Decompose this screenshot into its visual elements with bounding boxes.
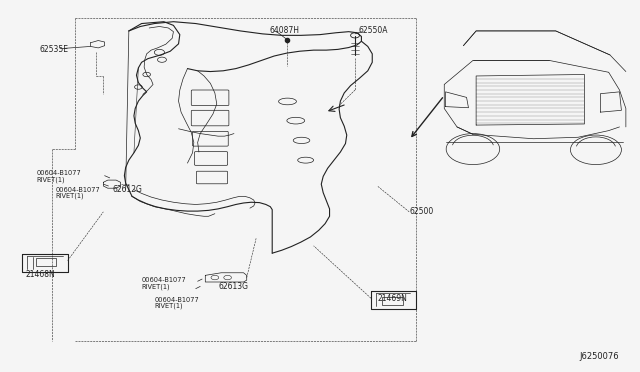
- Text: 00604-B1077: 00604-B1077: [141, 277, 186, 283]
- Text: RIVET(1): RIVET(1): [141, 283, 170, 290]
- Text: 00604-B1077: 00604-B1077: [36, 170, 81, 176]
- Text: 62535E: 62535E: [40, 45, 68, 54]
- Text: 62613G: 62613G: [218, 282, 248, 291]
- Text: 21469N: 21469N: [378, 294, 407, 303]
- Text: 00604-B1077: 00604-B1077: [56, 187, 100, 193]
- Text: 21468N: 21468N: [26, 270, 55, 279]
- Text: RIVET(1): RIVET(1): [56, 193, 84, 199]
- Text: RIVET(1): RIVET(1): [36, 176, 65, 183]
- Text: 62612G: 62612G: [113, 185, 143, 194]
- Text: RIVET(1): RIVET(1): [154, 303, 183, 309]
- Text: 64087H: 64087H: [269, 26, 299, 35]
- Text: 00604-B1077: 00604-B1077: [154, 297, 199, 303]
- Text: 62550A: 62550A: [358, 26, 388, 35]
- Text: J6250076: J6250076: [580, 352, 620, 361]
- Bar: [383, 297, 403, 305]
- Text: 62500: 62500: [409, 207, 433, 217]
- Bar: [36, 259, 56, 266]
